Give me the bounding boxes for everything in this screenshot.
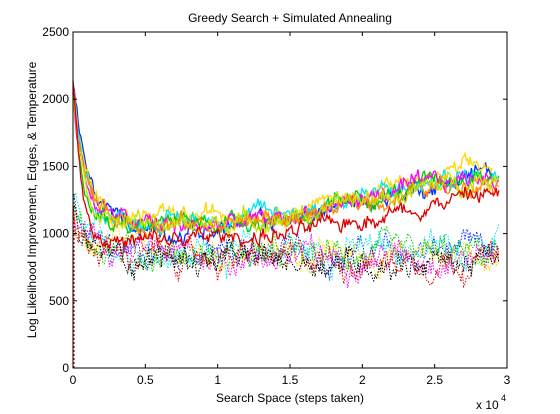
solid-series-6 [72, 83, 500, 239]
y-tick-label: 500 [49, 294, 69, 308]
x-tick-label: 1.5 [282, 373, 299, 387]
x-tick-label: 0.5 [137, 373, 154, 387]
solid-series-8 [72, 80, 500, 250]
x-tick-label: 2.5 [426, 373, 443, 387]
y-tick-label: 1000 [42, 227, 69, 241]
tick-layer: 0 0.5 1 1.5 2 2.5 3 0 500 1000 1500 2000 2500 [42, 25, 510, 387]
chart-title: Greedy Search + Simulated Annealing [188, 11, 392, 25]
solid-series-7 [72, 87, 500, 237]
y-tick-label: 0 [62, 361, 69, 375]
y-tick-label: 2500 [42, 25, 69, 39]
x-multiplier-exponent: 4 [501, 393, 506, 403]
dotted-series-7 [72, 205, 500, 283]
series-layer [72, 80, 500, 368]
x-tick-label: 0 [70, 373, 77, 387]
x-axis-label: Search Space (steps taken) [216, 391, 364, 405]
dotted-series-5 [72, 205, 500, 289]
x-tick-label: 3 [504, 373, 511, 387]
x-tick-label: 1 [214, 373, 221, 387]
y-tick-label: 2000 [42, 92, 69, 106]
x-tick-label: 2 [359, 373, 366, 387]
y-tick-label: 1500 [42, 159, 69, 173]
plot-area [73, 32, 507, 368]
y-axis-label: Log Likelihood Improvement, Edges, & Tem… [25, 61, 39, 338]
x-multiplier-label: x 10 [476, 398, 499, 412]
dotted-series-6 [72, 204, 500, 289]
